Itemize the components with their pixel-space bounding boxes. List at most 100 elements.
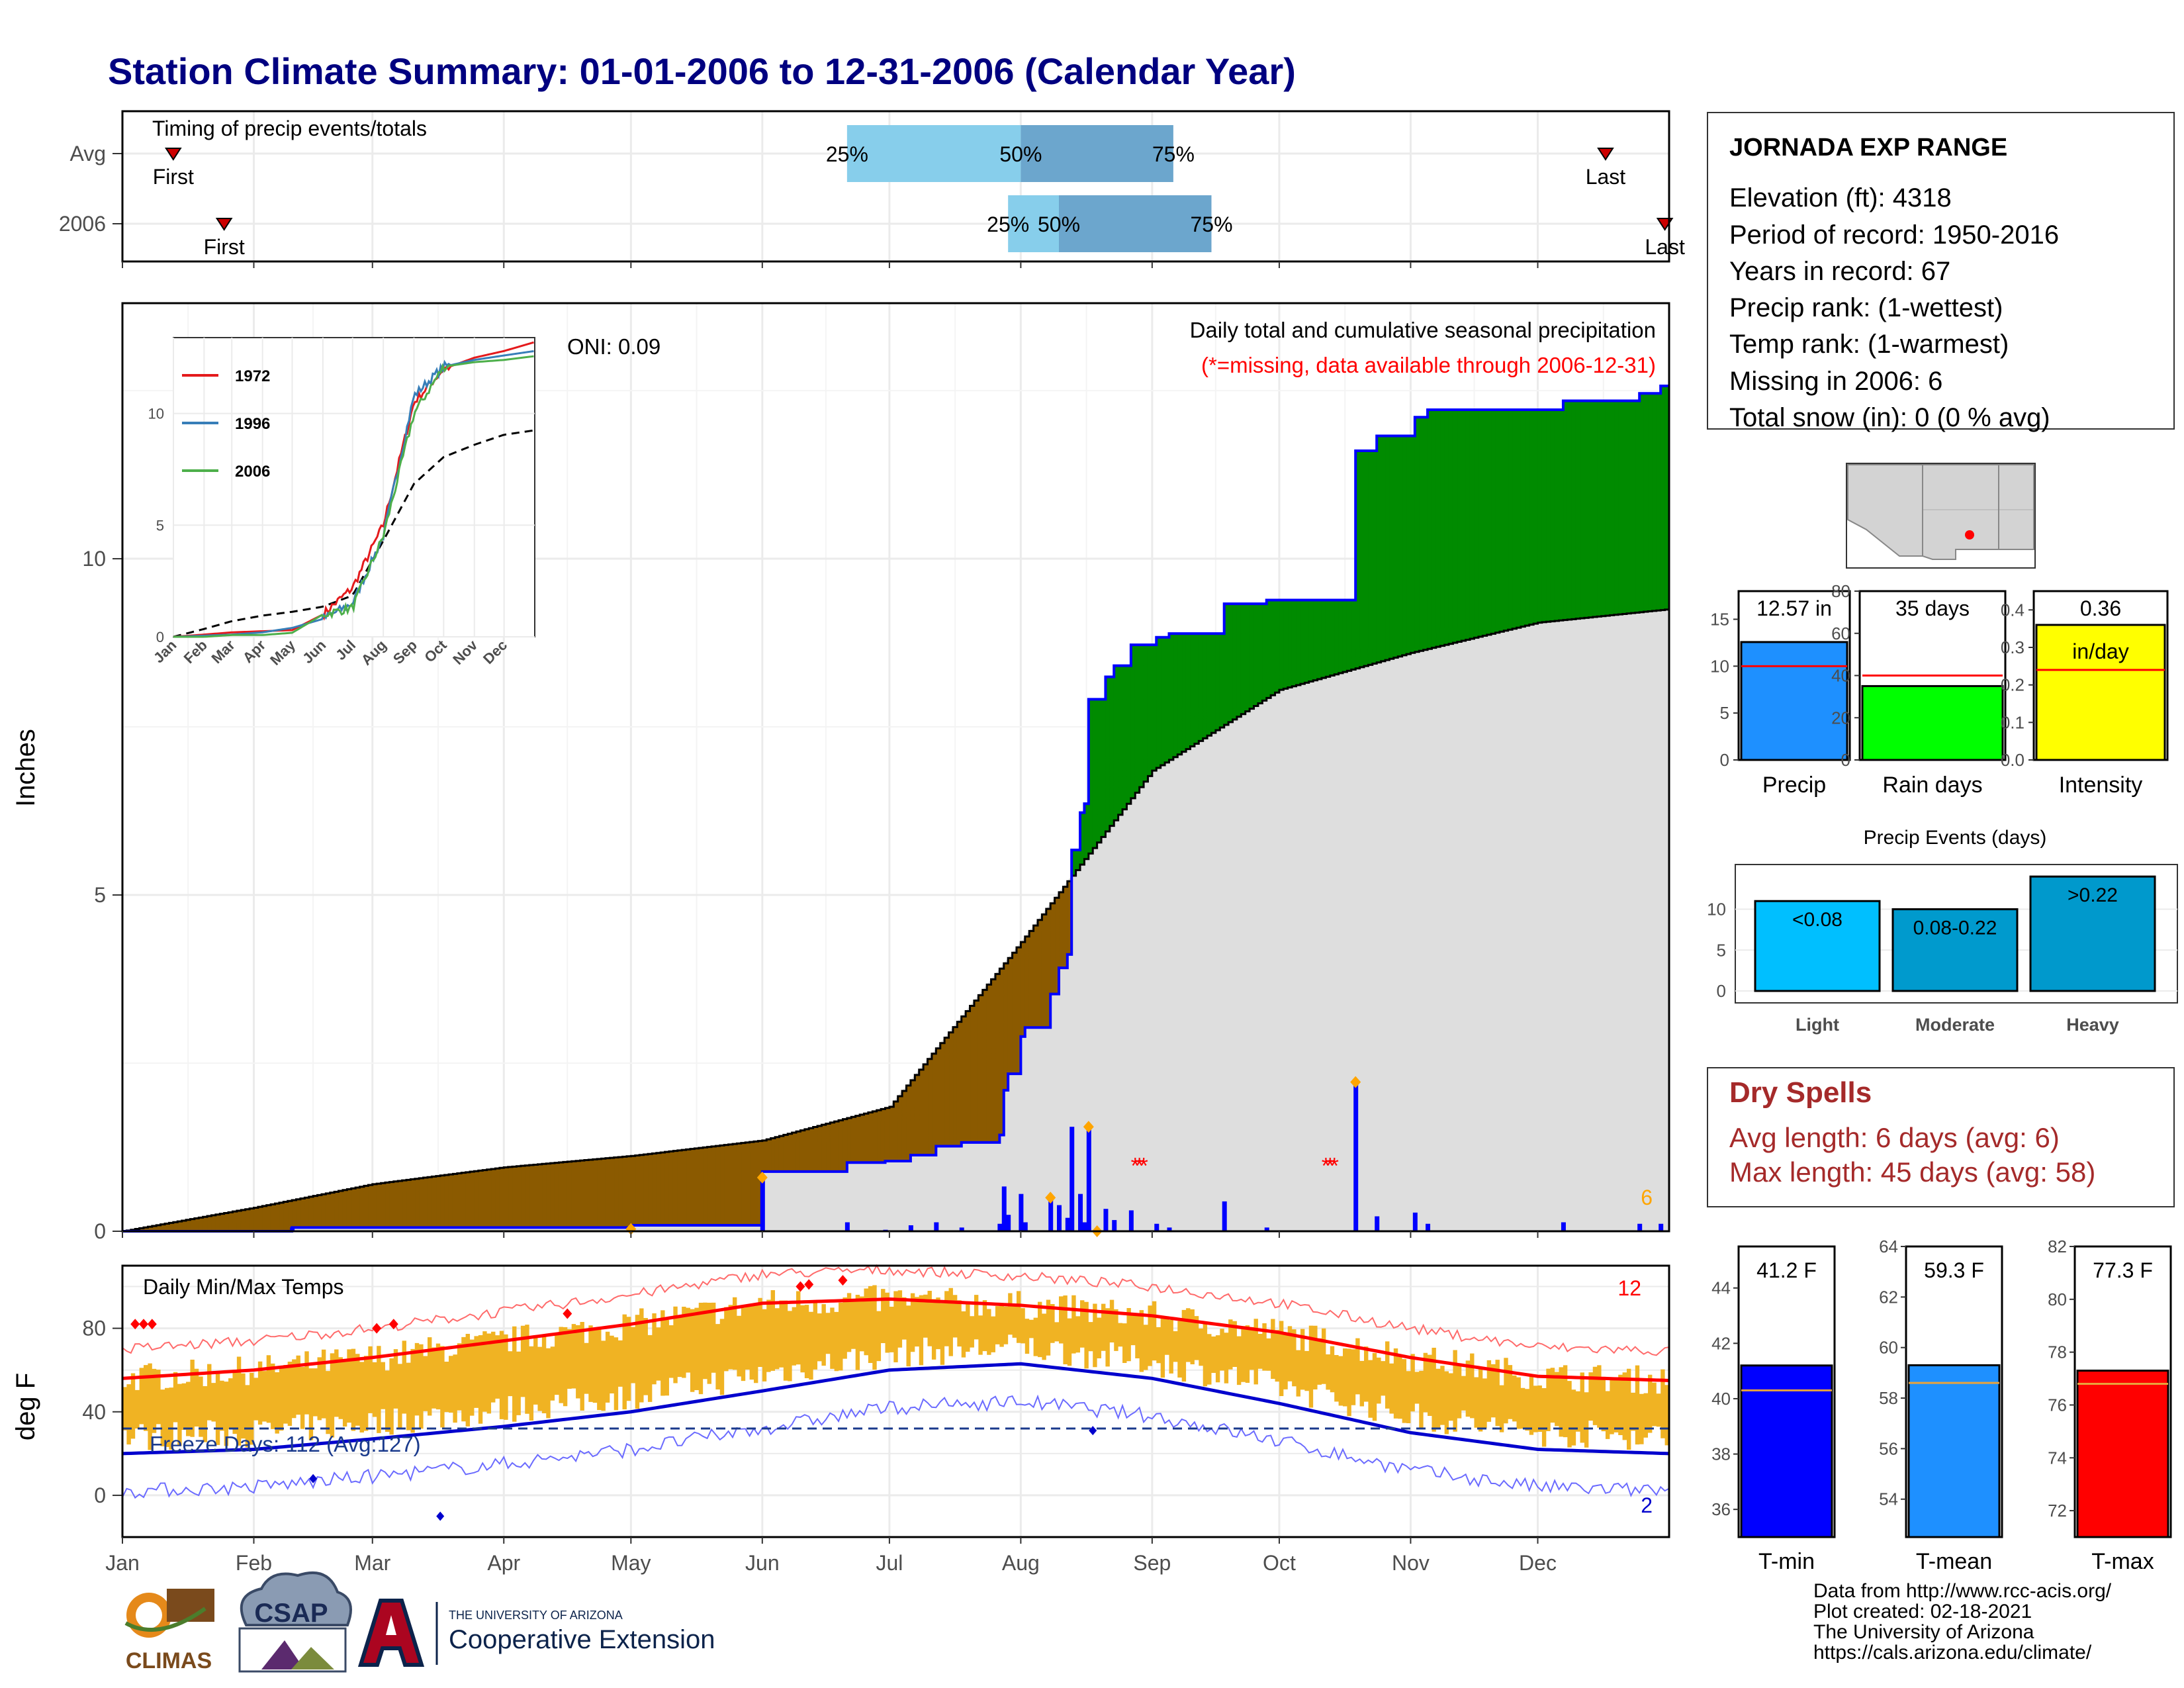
csap-logo: CSAP: [238, 1571, 352, 1673]
temp-bar-tick-label: 54: [1879, 1489, 1898, 1509]
month-label: Dec: [1519, 1551, 1557, 1575]
precip-y-tick-label: 0: [94, 1219, 106, 1243]
station-name: JORNADA EXP RANGE: [1729, 134, 2007, 162]
summary-tick-label: 60: [1831, 624, 1850, 643]
daily-precip-bar: [1019, 1194, 1024, 1231]
precip-events-chart: 0 5 10 <0.08 Light 0.08-0.22 Moderate >0.22 Heav…: [1707, 864, 2178, 1035]
month-label: Apr: [487, 1551, 520, 1575]
station-period: Period of record: 1950-2016: [1729, 220, 2059, 250]
station-precip-rank: Precip rank: (1-wettest): [1729, 293, 2003, 322]
q75-label: 75%: [1152, 142, 1195, 166]
precip-caption: Daily total and cumulative seasonal prec…: [1190, 318, 1656, 342]
cold-count: 2: [1641, 1493, 1653, 1517]
record-high-marker: [388, 1319, 398, 1330]
summary-tick-label: 0.0: [2001, 750, 2025, 770]
university-arizona-logo: THE UNIVERSITY OF ARIZONA Cooperative Ex…: [357, 1599, 715, 1667]
last-label: Last: [1645, 235, 1685, 259]
temp-bar-tick-label: 64: [1879, 1237, 1898, 1256]
daily-precip-bar: [1103, 1209, 1109, 1231]
footer-line: The University of Arizona: [1813, 1621, 2034, 1643]
temp-bar-tick-label: 42: [1711, 1333, 1731, 1353]
quartile-bar-lower: [1008, 195, 1060, 252]
daily-precip-bar: [1353, 1082, 1359, 1231]
avg-cumulative-line: [122, 608, 1670, 1233]
timing-frame: [121, 110, 1670, 263]
quartile-bar-upper: [1021, 125, 1173, 182]
station-info-box: [1707, 112, 2175, 430]
summary-bar-precip: 0 5 10 15 12.57 in Precip: [1710, 590, 1851, 798]
quartile-bar-lower: [846, 125, 1021, 182]
oni-label: ONI: 0.09: [567, 334, 660, 359]
avg-cumulative-area: [122, 609, 1669, 1231]
first-marker: [164, 148, 182, 161]
dry-spells-avg: Avg length: 6 days (avg: 6): [1729, 1122, 2060, 1153]
cumulative-2006-line: [122, 384, 1669, 1233]
record-high-marker: [372, 1323, 382, 1334]
summary-bar-intensity: 0.0 0.1 0.2 0.3 0.4 0.36 in/day Intensity: [2001, 590, 2169, 798]
inset-legend-label: 1972: [235, 367, 270, 385]
q50-label: 50%: [999, 142, 1042, 166]
event-category-label: Moderate: [1915, 1015, 1995, 1035]
daily-precip-bar: [290, 1227, 295, 1231]
temp-bar-tick-label: 76: [2048, 1395, 2067, 1415]
event-bar: [1891, 908, 2019, 992]
temp-frame: [121, 1264, 1670, 1538]
temp-panel: 0 40 80 Jan Feb Mar Apr May Jun Jul Aug Sep Oct Nov De…: [82, 1264, 1670, 1575]
month-label: Sep: [1133, 1551, 1171, 1575]
summary-tick-label: 0: [1841, 750, 1850, 770]
temp-bar-tick-label: 60: [1879, 1338, 1898, 1358]
summary-tick-label: 0.3: [2001, 637, 2025, 657]
station-temp-rank: Temp rank: (1-warmest): [1729, 330, 2009, 359]
daily-precip-bar: [1006, 1215, 1011, 1231]
summary-bars: 0 5 10 15 12.57 in Precip 0 20 40 60 80 35 days Rain…: [1710, 581, 2169, 798]
temp-bar-tick-label: 56: [1879, 1438, 1898, 1458]
extreme-event-marker: [1045, 1192, 1056, 1204]
daily-precip-bar: [934, 1222, 939, 1231]
footer-line: https://cals.arizona.edu/climate/: [1813, 1642, 2092, 1664]
dry-spells-max: Max length: 45 days (avg: 58): [1729, 1156, 2095, 1188]
inset-legend-label: 2006: [235, 463, 270, 481]
csap-logo-text: CSAP: [254, 1599, 328, 1628]
footer-credits: Data from http://www.rcc-acis.org/ Plot …: [1813, 1581, 2111, 1663]
temp-bar-value-label: 41.2 F: [1756, 1258, 1817, 1282]
daily-precip-bar: [1264, 1227, 1269, 1231]
hot-count: 12: [1617, 1276, 1641, 1300]
climas-logo-text: CLIMAS: [126, 1648, 212, 1673]
summary-value-unit: in/day: [2072, 639, 2128, 663]
daily-precip-bar: [844, 1222, 850, 1231]
quartile-bar-upper: [1059, 195, 1212, 252]
daily-precip-bar: [1048, 1197, 1054, 1231]
temp-bar-t-min: 36 38 40 42 44 41.2 F T-min: [1711, 1245, 1836, 1574]
precip-y-tick-label: 10: [82, 547, 106, 571]
missing-day-marker: *: [1330, 1153, 1339, 1178]
footer-line: Plot created: 02-18-2021: [1813, 1601, 2032, 1622]
daily-precip-bar: [959, 1227, 964, 1231]
summary-tick-label: 15: [1710, 610, 1729, 630]
daily-precip-bar: [1023, 1222, 1028, 1231]
precip-ylabel: Inches: [11, 729, 40, 807]
temp-bar-t-max: 72 74 76 78 80 82 77.3 F T-max: [2048, 1237, 2172, 1574]
temp-bar-tick-label: 44: [1711, 1278, 1731, 1298]
daily-precip-bar: [1001, 1186, 1007, 1231]
inset-legend-label: 1996: [235, 415, 270, 433]
last-label: Last: [1586, 165, 1626, 189]
record-high-marker: [838, 1275, 848, 1286]
summary-bar-label: Rain days: [1882, 773, 1982, 798]
record-high-marker: [563, 1308, 572, 1319]
daily-precip-bar: [1112, 1220, 1117, 1231]
month-label: Aug: [1002, 1551, 1040, 1575]
record-high-marker: [804, 1279, 814, 1290]
footer-line: Data from http://www.rcc-acis.org/: [1813, 1580, 2112, 1602]
temp-bar-tick-label: 72: [2048, 1501, 2067, 1521]
missing-day-marker: *: [1131, 1153, 1140, 1178]
summary-tick-label: 10: [1710, 656, 1729, 676]
precip-y-tick-label: 5: [94, 883, 106, 907]
temp-bar-tick-label: 38: [1711, 1444, 1731, 1464]
daily-precip-bar: [997, 1223, 1003, 1231]
temp-bar-value-label: 77.3 F: [2093, 1258, 2153, 1282]
daily-precip-bar: [908, 1225, 913, 1231]
temp-ylabel: deg F: [11, 1373, 40, 1440]
record-low-marker: [436, 1511, 445, 1521]
daily-precip-bar: [1069, 1127, 1075, 1231]
